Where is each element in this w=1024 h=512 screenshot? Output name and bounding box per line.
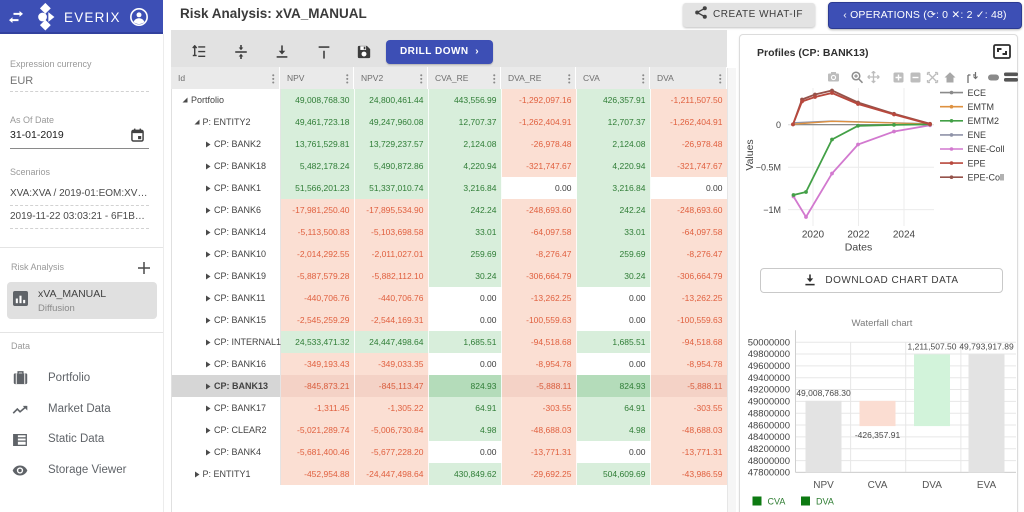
svg-text:2022: 2022 xyxy=(847,230,870,241)
svg-text:ENE-Coll: ENE-Coll xyxy=(968,144,1005,154)
svg-text:EMTM: EMTM xyxy=(968,102,995,112)
svg-text:−1M: −1M xyxy=(763,205,781,215)
svg-text:48800000: 48800000 xyxy=(748,408,790,419)
svg-text:DVA: DVA xyxy=(816,496,834,506)
svg-text:49800000: 49800000 xyxy=(748,349,790,360)
svg-text:-426,357.91: -426,357.91 xyxy=(855,430,901,440)
svg-text:EVA: EVA xyxy=(977,480,997,491)
svg-text:DVA: DVA xyxy=(922,480,942,491)
svg-text:49,793,917.89: 49,793,917.89 xyxy=(959,341,1014,351)
svg-text:ENE: ENE xyxy=(968,130,987,140)
svg-text:0: 0 xyxy=(776,120,781,130)
svg-text:2020: 2020 xyxy=(802,230,825,241)
svg-text:ECE: ECE xyxy=(968,88,987,98)
svg-text:48400000: 48400000 xyxy=(748,432,790,443)
svg-text:47800000: 47800000 xyxy=(748,468,790,479)
svg-text:48000000: 48000000 xyxy=(748,456,790,467)
svg-text:NPV: NPV xyxy=(813,480,834,491)
svg-text:EPE: EPE xyxy=(968,158,986,168)
svg-text:Dates: Dates xyxy=(845,242,872,254)
svg-text:48600000: 48600000 xyxy=(748,420,790,431)
svg-text:1,211,507.50: 1,211,507.50 xyxy=(908,341,957,351)
svg-text:48200000: 48200000 xyxy=(748,444,790,455)
svg-text:EPE-Coll: EPE-Coll xyxy=(968,172,1005,182)
svg-text:EMTM2: EMTM2 xyxy=(968,116,1000,126)
svg-text:49000000: 49000000 xyxy=(748,397,790,408)
svg-text:−0.5M: −0.5M xyxy=(756,163,781,173)
svg-text:49200000: 49200000 xyxy=(748,385,790,396)
svg-text:49400000: 49400000 xyxy=(748,373,790,384)
svg-text:49600000: 49600000 xyxy=(748,361,790,372)
svg-text:CVA: CVA xyxy=(768,496,786,506)
svg-text:50000000: 50000000 xyxy=(748,337,790,348)
svg-text:2024: 2024 xyxy=(893,230,916,241)
svg-text:49,008,768.30: 49,008,768.30 xyxy=(796,388,851,398)
svg-text:Values: Values xyxy=(744,139,756,170)
svg-text:CVA: CVA xyxy=(868,480,888,491)
